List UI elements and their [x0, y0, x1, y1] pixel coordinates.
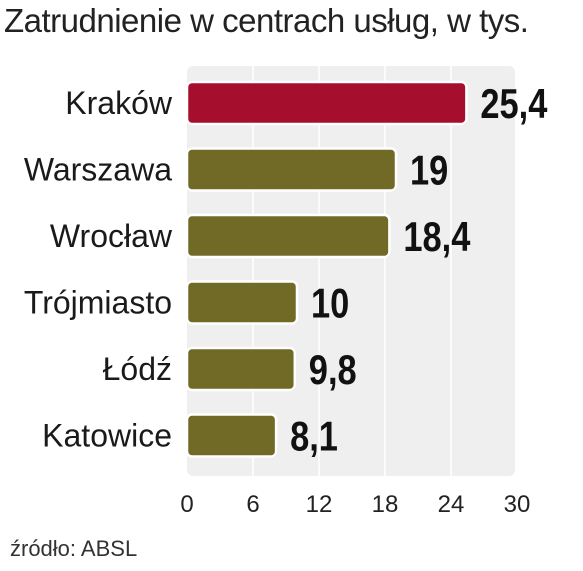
- bar: [185, 280, 299, 325]
- bar: [185, 346, 297, 392]
- category-label: Kraków: [65, 85, 173, 121]
- x-tick-label: 0: [180, 491, 193, 518]
- value-labels: 25,4 19 18,4 10 9,8 8,1: [290, 81, 548, 461]
- category-label: Wrocław: [50, 218, 173, 254]
- category-label: Warszawa: [24, 152, 172, 188]
- x-axis-ticks: 0 6 12 18 24 30: [180, 491, 530, 518]
- x-tick-label: 30: [504, 491, 531, 518]
- category-label: Katowice: [42, 418, 172, 454]
- x-tick-label: 24: [438, 491, 465, 518]
- bar: [185, 213, 391, 259]
- category-label: Łódź: [103, 351, 172, 387]
- category-label: Trójmiasto: [24, 285, 172, 321]
- chart-title: Zatrudnienie w centrach usług, w tys.: [4, 2, 529, 39]
- grid-lines: [252, 66, 452, 476]
- source-note: źródło: ABSL: [10, 536, 138, 561]
- value-label: 19: [410, 147, 448, 194]
- bars-group: [185, 80, 468, 458]
- value-label: 8,1: [290, 413, 338, 460]
- x-tick-label: 6: [246, 491, 259, 518]
- x-tick-label: 12: [306, 491, 333, 518]
- value-label: 9,8: [309, 347, 357, 394]
- value-label: 18,4: [403, 214, 471, 261]
- category-labels: Kraków Warszawa Wrocław Trójmiasto Łódź Katow…: [24, 85, 173, 454]
- bar: [185, 80, 468, 126]
- bar: [185, 413, 278, 458]
- value-label: 25,4: [480, 81, 548, 128]
- value-label: 10: [311, 280, 349, 327]
- x-tick-label: 18: [372, 491, 399, 518]
- bar: [185, 147, 398, 192]
